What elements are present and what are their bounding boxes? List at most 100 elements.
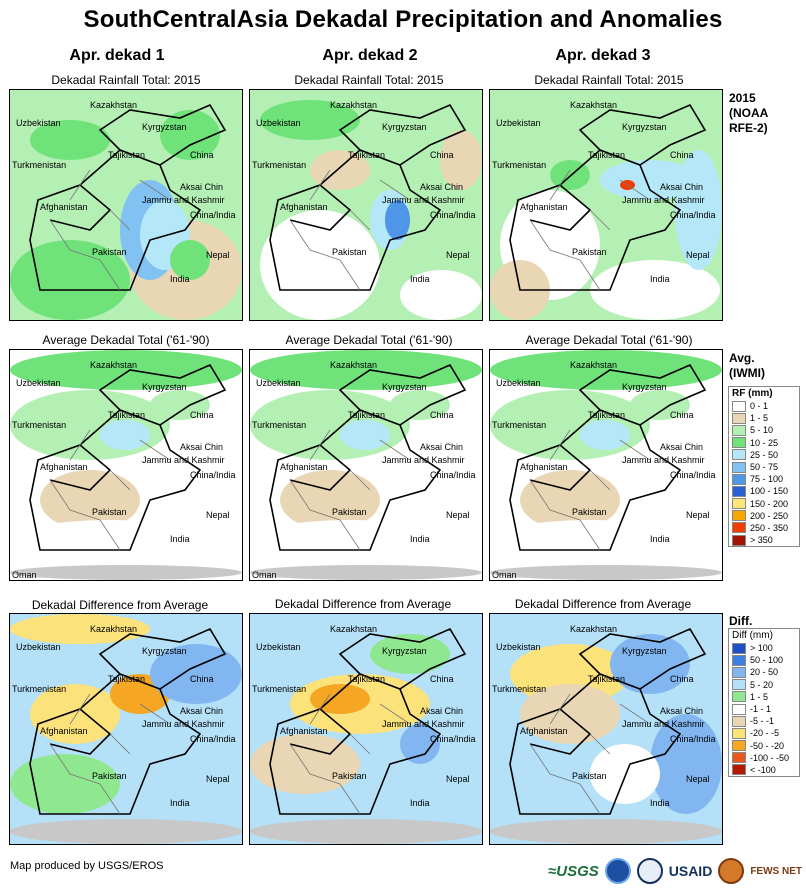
province-borders xyxy=(289,693,411,815)
map-label-india: India xyxy=(170,274,190,284)
map-difference-dekad-3: Kazakhstan Uzbekistan Kyrgyzstan Turkmenist… xyxy=(489,613,723,845)
map-label-india: India xyxy=(650,274,670,284)
province-borders xyxy=(49,169,171,291)
difference-legend-label: 20 - 50 xyxy=(750,667,779,678)
rainfall-shading xyxy=(10,565,242,580)
map-label-uzbekistan: Uzbekistan xyxy=(16,378,61,388)
rainfall-shading xyxy=(390,390,450,420)
map-label-india: India xyxy=(170,798,190,808)
rainfall-legend-swatch xyxy=(732,412,746,424)
map-label-kyrgyzstan: Kyrgyzstan xyxy=(382,646,427,656)
rainfall-legend-swatch xyxy=(732,534,746,546)
map-label-china_india: China/India xyxy=(430,210,476,220)
map-label-kazakhstan: Kazakhstan xyxy=(570,624,617,634)
rainfall-legend-label: 0 - 1 xyxy=(750,401,769,412)
province-borders xyxy=(529,169,651,291)
map-label-india: India xyxy=(650,798,670,808)
country-borders xyxy=(269,627,467,815)
map-label-pakistan: Pakistan xyxy=(332,507,367,517)
difference-legend-item: 1 - 5 xyxy=(729,691,799,703)
map-label-china: China xyxy=(430,674,454,684)
map-label-tajikistan: Tajikistan xyxy=(348,674,385,684)
province-borders xyxy=(529,693,651,815)
difference-legend: Diff (mm) > 100 50 - 100 20 - 50 5 - 20 1 - … xyxy=(728,628,800,778)
rainfall-legend-swatch xyxy=(732,400,746,412)
map-label-jammu_kashmir: Jammu and Kashmir xyxy=(142,719,225,729)
map-drawing: Kazakhstan Uzbekistan Kyrgyzstan Turkmenist… xyxy=(490,350,722,580)
rainfall-legend-label: 1 - 5 xyxy=(750,413,769,424)
credit-text: Map produced by USGS/EROS xyxy=(10,860,164,872)
rainfall-legend-swatch xyxy=(732,437,746,449)
country-borders xyxy=(29,363,227,551)
side-label-diff: Diff. xyxy=(729,614,753,628)
difference-legend-title: Diff (mm) xyxy=(732,630,773,641)
map-label-kyrgyzstan: Kyrgyzstan xyxy=(622,646,667,656)
rainfall-legend-item: 1 - 5 xyxy=(729,412,799,424)
map-label-aksai_chin: Aksai Chin xyxy=(420,706,463,716)
rainfall-shading xyxy=(385,200,410,240)
map-label-china_india: China/India xyxy=(670,734,716,744)
map-label-turkmenistan: Turkmenistan xyxy=(492,160,546,170)
rainfall-legend-label: 250 - 350 xyxy=(750,522,789,533)
page-title: SouthCentralAsia Dekadal Precipitation a… xyxy=(83,6,723,33)
rainfall-legend-item: 10 - 25 xyxy=(729,437,799,449)
map-difference-dekad-2: Kazakhstan Uzbekistan Kyrgyzstan Turkmenist… xyxy=(249,613,483,845)
rainfall-shading xyxy=(10,754,120,814)
map-label-pakistan: Pakistan xyxy=(572,771,607,781)
rainfall-shading xyxy=(580,420,630,450)
rainfall-shading xyxy=(160,110,220,160)
map-label-afghanistan: Afghanistan xyxy=(40,202,88,212)
map-label-turkmenistan: Turkmenistan xyxy=(492,420,546,430)
map-label-china: China xyxy=(670,674,694,684)
map-label-tajikistan: Tajikistan xyxy=(588,674,625,684)
difference-legend-label: -5 - -1 xyxy=(750,716,775,727)
map-label-uzbekistan: Uzbekistan xyxy=(496,118,541,128)
rainfall-legend-label: 5 - 10 xyxy=(750,425,774,436)
map-rainfall-dekad-3: Kazakhstan Uzbekistan Kyrgyzstan Turkmenist… xyxy=(489,89,723,321)
map-label-kyrgyzstan: Kyrgyzstan xyxy=(622,382,667,392)
map-label-kazakhstan: Kazakhstan xyxy=(330,624,377,634)
column-heading-dekad-2: Apr. dekad 2 xyxy=(322,47,418,64)
usaid-seal-icon xyxy=(636,858,663,884)
map-label-china_india: China/India xyxy=(430,734,476,744)
rainfall-shading xyxy=(250,565,482,580)
rainfall-shading xyxy=(100,420,150,450)
map-drawing: Kazakhstan Uzbekistan Kyrgyzstan Turkmenist… xyxy=(490,90,722,320)
rainfall-legend-label: 75 - 100 xyxy=(750,474,784,485)
map-label-india: India xyxy=(410,274,430,284)
map-label-uzbekistan: Uzbekistan xyxy=(256,118,301,128)
difference-legend-item: < -100 xyxy=(729,764,799,776)
map-label-pakistan: Pakistan xyxy=(92,771,127,781)
rainfall-legend-swatch xyxy=(732,522,746,534)
map-label-turkmenistan: Turkmenistan xyxy=(12,684,66,694)
rainfall-shading xyxy=(150,644,242,704)
map-label-pakistan: Pakistan xyxy=(92,247,127,257)
rainfall-shading xyxy=(590,744,660,804)
rainfall-shading xyxy=(520,684,620,744)
rainfall-legend-item: 100 - 150 xyxy=(729,485,799,497)
rainfall-shading xyxy=(280,470,380,530)
rainfall-shading xyxy=(490,565,722,580)
map-average-dekad-3: Kazakhstan Uzbekistan Kyrgyzstan Turkmenist… xyxy=(489,349,723,581)
map-label-afghanistan: Afghanistan xyxy=(520,726,568,736)
map-label-china_india: China/India xyxy=(190,210,236,220)
map-difference-dekad-1: Kazakhstan Uzbekistan Kyrgyzstan Turkmenist… xyxy=(9,613,243,845)
rainfall-shading xyxy=(675,150,722,270)
fews-net-logo-icon xyxy=(718,858,745,884)
map-label-oman: Oman xyxy=(492,570,517,580)
rainfall-shading xyxy=(630,390,690,420)
rainfall-shading xyxy=(610,634,690,694)
map-label-china: China xyxy=(190,150,214,160)
rainfall-legend-label: 25 - 50 xyxy=(750,449,779,460)
map-label-nepal: Nepal xyxy=(446,510,470,520)
subtitle-r3c3: Dekadal Difference from Average xyxy=(514,597,692,611)
rainfall-shading xyxy=(490,819,722,844)
map-label-uzbekistan: Uzbekistan xyxy=(496,642,541,652)
map-drawing: Kazakhstan Uzbekistan Kyrgyzstan Turkmenist… xyxy=(250,614,482,844)
rainfall-shading xyxy=(150,390,210,420)
rainfall-legend-item: 200 - 250 xyxy=(729,510,799,522)
map-label-nepal: Nepal xyxy=(686,250,710,260)
rainfall-shading xyxy=(40,470,140,530)
noaa-logo-icon xyxy=(604,858,631,884)
map-label-kyrgyzstan: Kyrgyzstan xyxy=(622,122,667,132)
